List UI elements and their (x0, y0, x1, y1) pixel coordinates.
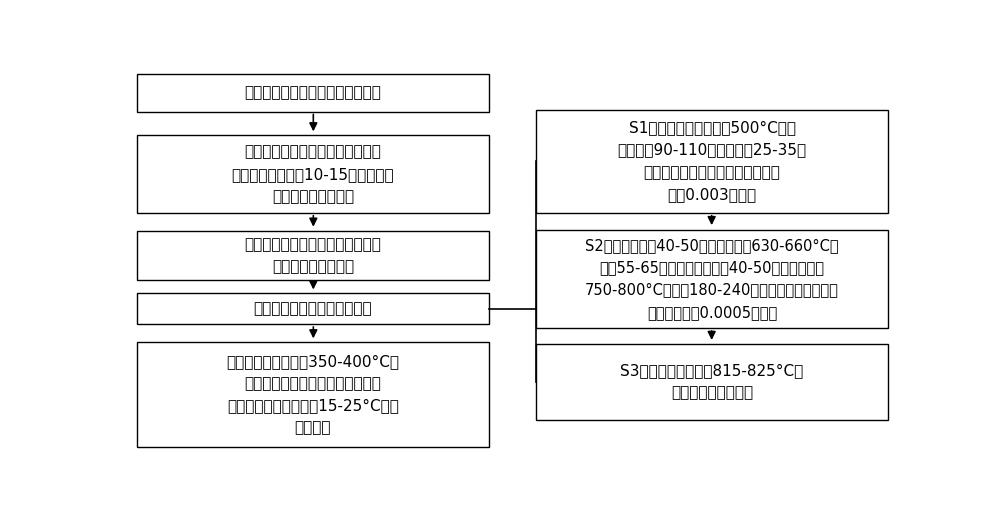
Text: 步骤五：随后降温至350-400°C，
进行纯氮气或者纯氩气冷却，等待
炉内温度高于外界温度15-25°C时，
方可出炉: 步骤五：随后降温至350-400°C， 进行纯氮气或者纯氩气冷却，等待 炉内温度… (226, 354, 399, 436)
FancyBboxPatch shape (137, 342, 489, 447)
Text: 步骤三：在动盖板和静盖板的焊缝
及焊接面处放入焊料: 步骤三：在动盖板和静盖板的焊缝 及焊接面处放入焊料 (244, 237, 381, 274)
Text: 步骤一：将动静盖板进行去油处理: 步骤一：将动静盖板进行去油处理 (244, 85, 381, 100)
Text: 步骤四：装入真空炉进行钎焊: 步骤四：装入真空炉进行钎焊 (254, 301, 372, 316)
Text: S1：先将炉内温度升至500°C，升
温时间为90-110分钟，保温25-35分
钟，在此期间真空钎焊炉的真空度
优于0.003帕斯卡: S1：先将炉内温度升至500°C，升 温时间为90-110分钟，保温25-35分… (618, 120, 807, 202)
FancyBboxPatch shape (137, 74, 489, 111)
FancyBboxPatch shape (536, 230, 888, 328)
FancyBboxPatch shape (536, 344, 888, 420)
FancyBboxPatch shape (137, 135, 489, 213)
FancyBboxPatch shape (536, 109, 888, 213)
Text: 步骤二：将处理后的动静盖板放入
电抛光溶液中进行10-15分钟的表面
处理，然后清洗干净: 步骤二：将处理后的动静盖板放入 电抛光溶液中进行10-15分钟的表面 处理，然后… (232, 144, 394, 204)
Text: S2：然后继续在40-50分钟内升温至630-660°C，
保温55-65分钟，然后继续在40-50分钟内升温至
750-800°C，保温180-240分钟，在: S2：然后继续在40-50分钟内升温至630-660°C， 保温55-65分钟，… (585, 238, 839, 319)
Text: S3：然后继续升温至815-825°C并
对动静盖板进行焊接: S3：然后继续升温至815-825°C并 对动静盖板进行焊接 (620, 363, 804, 400)
FancyBboxPatch shape (137, 293, 489, 324)
FancyBboxPatch shape (137, 231, 489, 281)
